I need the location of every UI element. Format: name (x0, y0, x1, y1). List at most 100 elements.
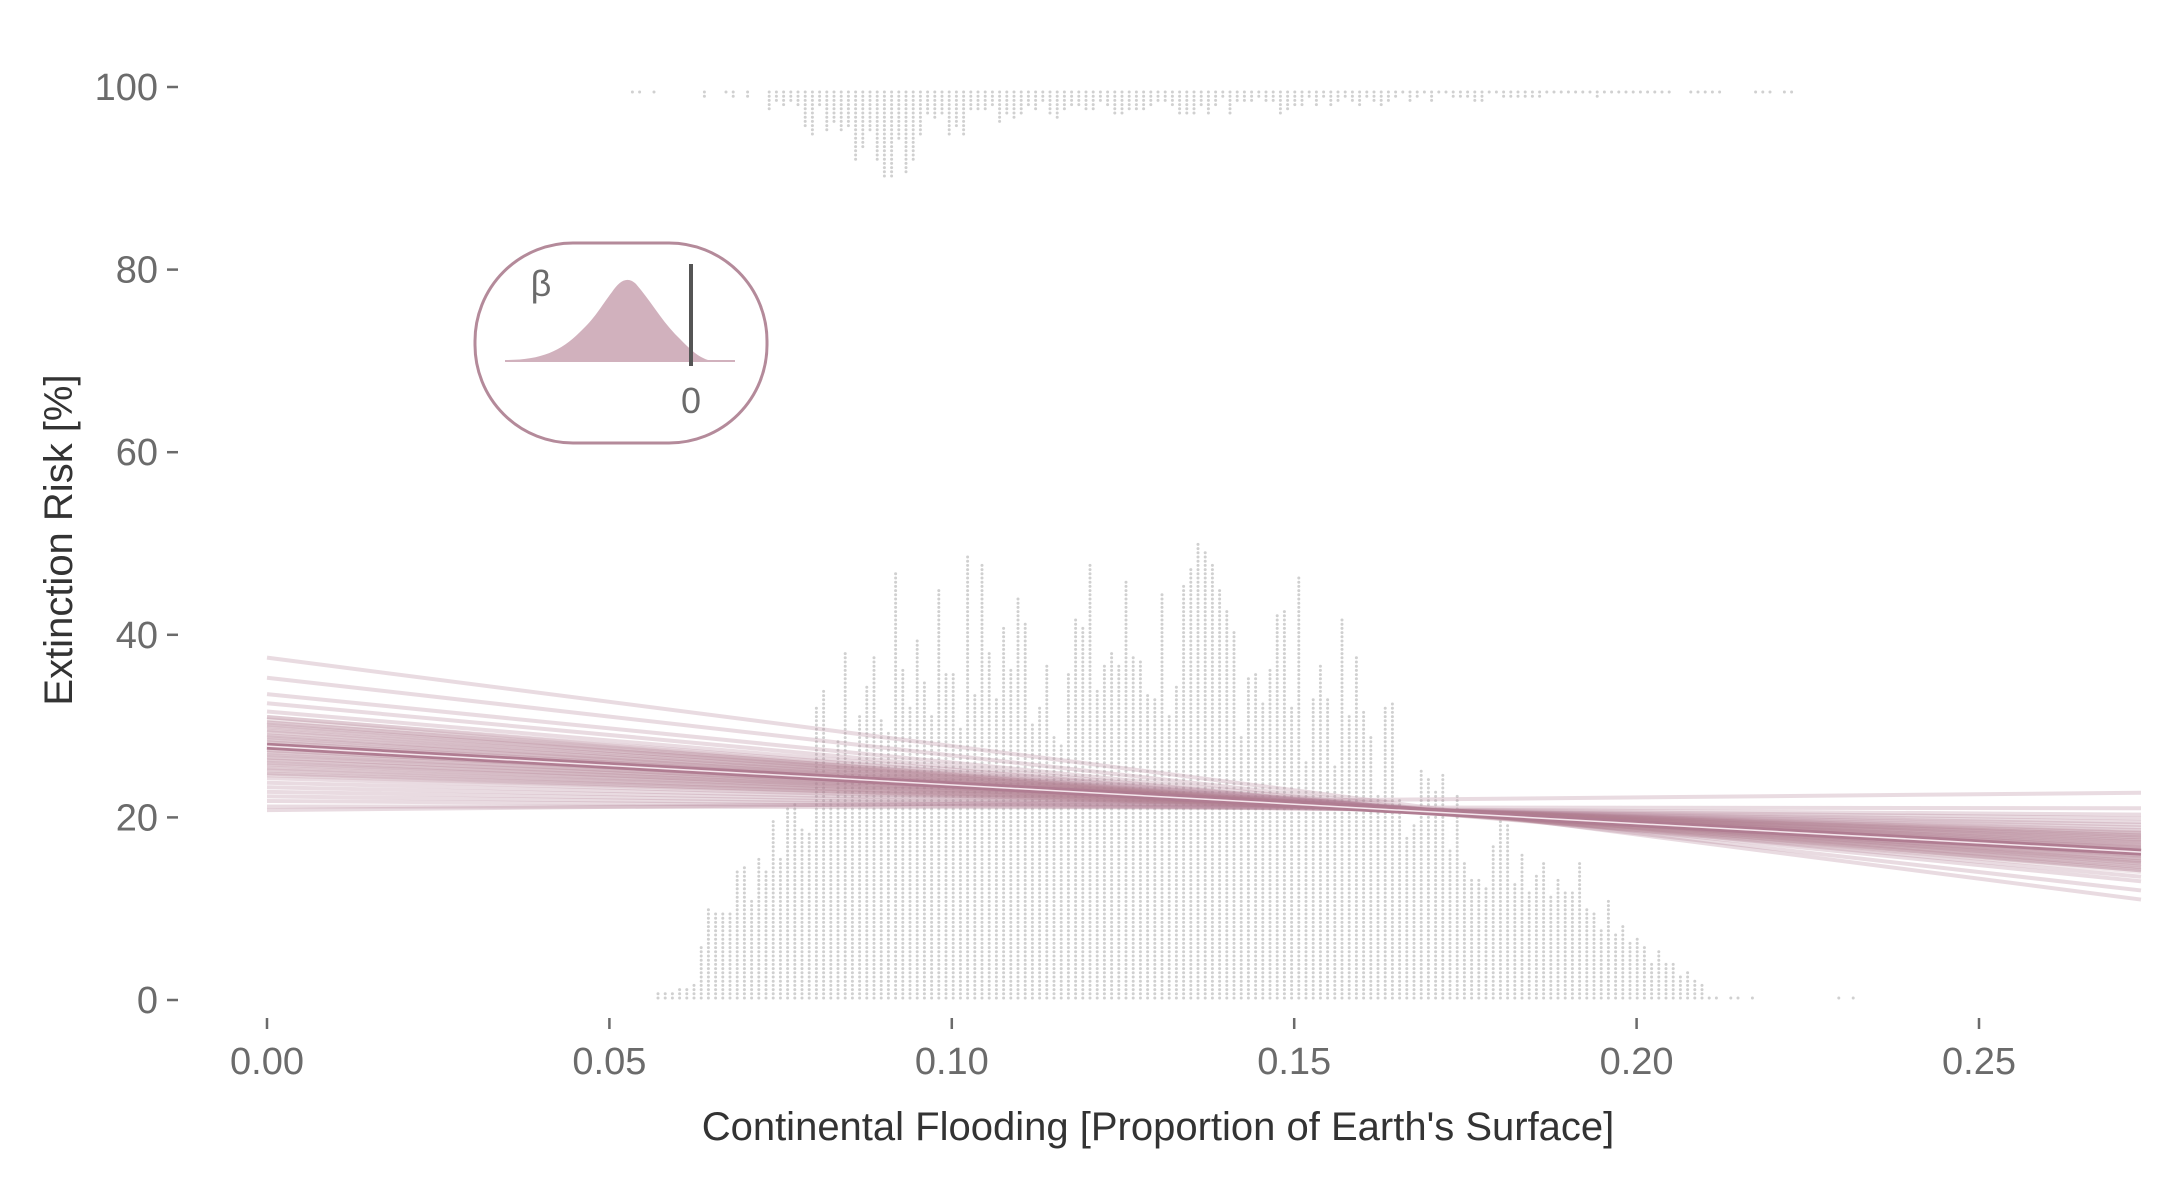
histogram-dot (980, 815, 984, 819)
histogram-dot (937, 652, 941, 656)
histogram-dot (1045, 740, 1049, 744)
histogram-dot (1206, 103, 1210, 107)
histogram-dot (814, 866, 818, 870)
histogram-dot (1066, 740, 1070, 744)
histogram-dot (930, 870, 934, 874)
histogram-dot (930, 979, 934, 983)
histogram-dot (908, 719, 912, 723)
histogram-dot (865, 857, 869, 861)
histogram-dot (836, 983, 840, 987)
histogram-dot (810, 90, 814, 94)
histogram-dot (894, 769, 898, 773)
histogram-dot (778, 862, 782, 866)
histogram-dot (735, 895, 739, 899)
histogram-dot (1153, 736, 1157, 740)
histogram-dot (1016, 605, 1020, 609)
histogram-dot (1286, 90, 1290, 94)
histogram-dot (980, 878, 984, 882)
histogram-dot (882, 174, 886, 178)
histogram-dot (1473, 98, 1477, 102)
histogram-dot (1016, 904, 1020, 908)
histogram-dot (1117, 874, 1121, 878)
histogram-dot (822, 689, 826, 693)
histogram-dot (793, 912, 797, 916)
histogram-dot (1074, 891, 1078, 895)
histogram-dot (987, 748, 991, 752)
histogram-dot (850, 958, 854, 962)
histogram-dot (904, 136, 908, 140)
histogram-dot (1088, 925, 1092, 929)
histogram-dot (1023, 962, 1027, 966)
histogram-dot (980, 601, 984, 605)
histogram-dot (872, 878, 876, 882)
histogram-dot (1045, 694, 1049, 698)
histogram-dot (944, 727, 948, 731)
histogram-dot (1088, 694, 1092, 698)
histogram-dot (750, 954, 754, 958)
histogram-dot (1160, 702, 1164, 706)
histogram-dot (1110, 899, 1114, 903)
histogram-dot (742, 899, 746, 903)
histogram-dot (822, 870, 826, 874)
histogram-dot (947, 119, 951, 123)
histogram-dot (1081, 744, 1085, 748)
histogram-dot (1153, 761, 1157, 765)
histogram-dot (1138, 933, 1142, 937)
histogram-dot (994, 794, 998, 798)
histogram-dot (728, 937, 732, 941)
histogram-dot (1146, 832, 1150, 836)
histogram-dot (843, 757, 847, 761)
histogram-dot (951, 736, 955, 740)
histogram-dot (714, 946, 718, 950)
histogram-dot (1081, 996, 1085, 1000)
histogram-dot (980, 748, 984, 752)
histogram-dot (1045, 950, 1049, 954)
histogram-dot (1088, 874, 1092, 878)
histogram-dot (1081, 702, 1085, 706)
histogram-dot (994, 731, 998, 735)
histogram-dot (1088, 845, 1092, 849)
histogram-dot (922, 996, 926, 1000)
histogram-dot (894, 929, 898, 933)
histogram-dot (1005, 98, 1009, 102)
histogram-dot (944, 748, 948, 752)
histogram-dot (735, 899, 739, 903)
histogram-dot (1131, 950, 1135, 954)
histogram-dot (966, 828, 970, 832)
histogram-dot (1095, 971, 1099, 975)
histogram-dot (1045, 769, 1049, 773)
histogram-dot (850, 891, 854, 895)
histogram-dot (958, 979, 962, 983)
histogram-dot (915, 954, 919, 958)
histogram-dot (973, 975, 977, 979)
histogram-dot (814, 824, 818, 828)
histogram-dot (1009, 866, 1013, 870)
histogram-dot (843, 983, 847, 987)
histogram-dot (894, 967, 898, 971)
histogram-dot (1110, 731, 1114, 735)
histogram-dot (1113, 107, 1117, 111)
histogram-dot (1002, 727, 1006, 731)
histogram-dot (1030, 967, 1034, 971)
histogram-dot (854, 90, 858, 94)
histogram-dot (1016, 883, 1020, 887)
histogram-dot (894, 916, 898, 920)
histogram-dot (1081, 815, 1085, 819)
histogram-dot (1038, 891, 1042, 895)
histogram-dot (836, 803, 840, 807)
histogram-dot (872, 820, 876, 824)
histogram-dot (1091, 103, 1095, 107)
histogram-dot (1146, 702, 1150, 706)
histogram-dot (911, 90, 915, 94)
histogram-dot (886, 794, 890, 798)
histogram-dot (879, 820, 883, 824)
histogram-dot (1117, 908, 1121, 912)
histogram-dot (850, 769, 854, 773)
histogram-dot (771, 958, 775, 962)
histogram-dot (1160, 853, 1164, 857)
histogram-dot (757, 979, 761, 983)
histogram-dot (714, 912, 718, 916)
histogram-dot (987, 799, 991, 803)
histogram-dot (897, 132, 901, 136)
histogram-dot (980, 933, 984, 937)
